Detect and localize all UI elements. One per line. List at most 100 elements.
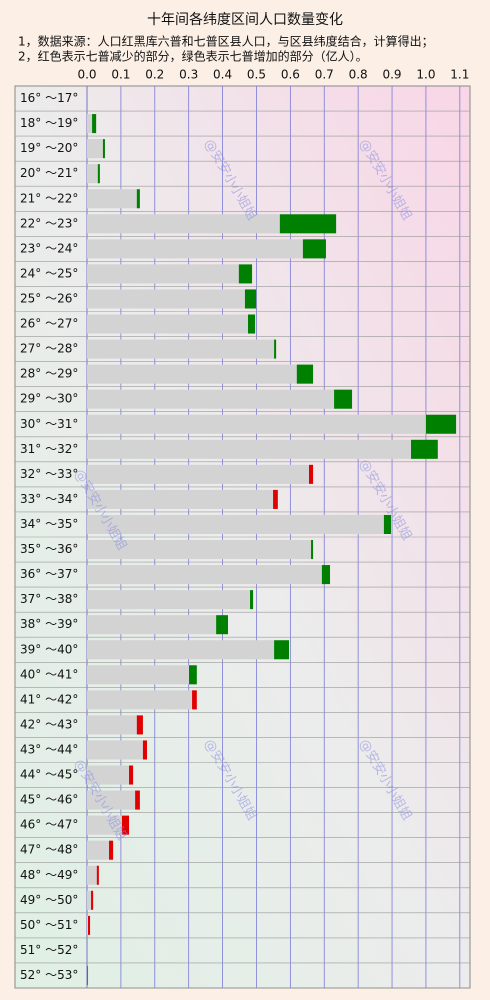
base-bar: [87, 464, 310, 484]
base-bar: [87, 590, 251, 610]
y-tick-label: 42° ～43°: [20, 717, 78, 731]
y-tick-label: 25° ～26°: [20, 291, 78, 305]
change-bar: [279, 214, 337, 234]
change-bar: [334, 389, 353, 409]
base-bar: [87, 765, 130, 785]
y-tick-label: 44° ～45°: [20, 768, 78, 782]
base-bar: [87, 790, 136, 810]
base-bar: [87, 314, 248, 334]
x-tick-label: 0.5: [247, 68, 266, 82]
base-bar: [87, 189, 137, 209]
change-bar: [87, 965, 89, 985]
change-bar: [274, 339, 277, 359]
x-tick-label: 1.1: [450, 68, 469, 82]
change-bar: [274, 640, 290, 660]
base-bar: [87, 565, 322, 585]
change-bar: [273, 489, 278, 509]
y-tick-label: 28° ～29°: [20, 367, 78, 381]
change-bar: [91, 890, 94, 910]
change-bar: [121, 815, 130, 835]
chart-title: 十年间各纬度区间人口数量变化: [147, 12, 343, 28]
y-tick-label: 31° ～32°: [20, 442, 78, 456]
y-tick-label: 19° ～20°: [20, 141, 78, 155]
base-bar: [87, 840, 110, 860]
y-tick-label: 48° ～49°: [20, 868, 78, 882]
y-tick-label: 22° ～23°: [20, 216, 78, 230]
y-tick-label: 34° ～35°: [20, 517, 78, 531]
y-tick-label: 21° ～22°: [20, 191, 78, 205]
change-bar: [411, 439, 438, 459]
x-tick-label: 0.6: [281, 68, 300, 82]
change-bar: [309, 464, 314, 484]
change-bar: [96, 865, 99, 885]
base-bar: [87, 489, 274, 509]
x-tick-label: 0.4: [213, 68, 232, 82]
base-bar: [87, 214, 280, 234]
y-tick-label: 37° ～38°: [20, 592, 78, 606]
base-bar: [87, 239, 303, 259]
change-bar: [383, 514, 392, 534]
x-tick-label: 0.0: [77, 68, 96, 82]
change-bar: [302, 239, 326, 259]
change-bar: [92, 114, 97, 134]
change-bar: [247, 314, 256, 334]
base-bar: [87, 540, 312, 560]
y-tick-label: 40° ～41°: [20, 667, 78, 681]
y-tick-label: 36° ～37°: [20, 567, 78, 581]
base-bar: [87, 740, 143, 760]
base-bar: [87, 890, 92, 910]
base-bar: [87, 339, 275, 359]
base-bar: [87, 815, 122, 835]
y-tick-label: 50° ～51°: [20, 918, 78, 932]
y-tick-label: 52° ～53°: [20, 968, 78, 982]
y-tick-label: 38° ～39°: [20, 617, 78, 631]
y-tick-label: 16° ～17°: [20, 91, 78, 105]
y-tick-label: 41° ～42°: [20, 692, 78, 706]
x-tick-label: 0.3: [179, 68, 198, 82]
note: 1，数据来源：人口红黑库六普和七普区县人口，与区县纬度结合，计算得出；: [18, 34, 434, 49]
base-bar: [87, 665, 190, 685]
change-bar: [136, 189, 140, 209]
x-tick-label: 1.0: [416, 68, 435, 82]
y-tick-label: 29° ～30°: [20, 392, 78, 406]
base-bar: [87, 414, 426, 434]
y-tick-label: 27° ～28°: [20, 342, 78, 356]
y-tick-label: 47° ～48°: [20, 843, 78, 857]
base-bar: [87, 715, 137, 735]
x-tick-label: 0.7: [315, 68, 334, 82]
y-tick-label: 32° ～33°: [20, 467, 78, 481]
base-bar: [87, 915, 89, 935]
base-bar: [87, 865, 97, 885]
change-bar: [238, 264, 253, 284]
y-tick-label: 39° ～40°: [20, 642, 78, 656]
base-bar: [87, 114, 93, 134]
change-bar: [136, 715, 143, 735]
x-tick-label: 0.8: [349, 68, 368, 82]
base-bar: [87, 690, 193, 710]
y-tick-label: 35° ～36°: [20, 542, 78, 556]
y-tick-label: 43° ～44°: [20, 742, 78, 756]
change-bar: [296, 364, 314, 384]
base-bar: [87, 364, 297, 384]
y-tick-label: 24° ～25°: [20, 266, 78, 280]
change-bar: [129, 765, 134, 785]
base-bar: [87, 389, 335, 409]
change-bar: [142, 740, 147, 760]
y-tick-label: 33° ～34°: [20, 492, 78, 506]
change-bar: [189, 665, 197, 685]
x-tick-label: 0.1: [111, 68, 130, 82]
note: 2，红色表示七普减少的部分，绿色表示七普增加的部分（亿人）。: [18, 49, 368, 64]
y-tick-label: 30° ～31°: [20, 417, 78, 431]
base-bar: [87, 439, 412, 459]
base-bar: [87, 139, 103, 159]
y-tick-label: 26° ～27°: [20, 317, 78, 331]
change-bar: [216, 615, 228, 635]
change-bar: [244, 289, 257, 309]
change-bar: [425, 414, 457, 434]
change-bar: [88, 915, 91, 935]
change-bar: [109, 840, 114, 860]
change-bar: [192, 690, 197, 710]
y-tick-label: 49° ～50°: [20, 893, 78, 907]
base-bar: [87, 164, 98, 184]
y-tick-label: 45° ～46°: [20, 793, 78, 807]
